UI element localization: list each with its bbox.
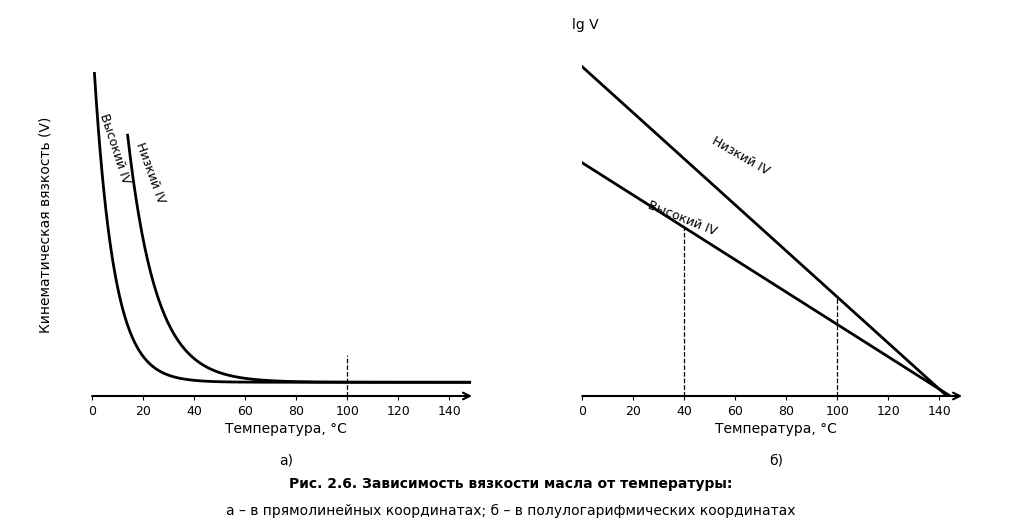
Text: Высокий IV: Высокий IV [645,199,719,239]
Text: а): а) [279,454,293,468]
Text: а – в прямолинейных координатах; б – в полулогарифмических координатах: а – в прямолинейных координатах; б – в п… [226,504,795,518]
Text: Рис. 2.6. Зависимость вязкости масла от температуры:: Рис. 2.6. Зависимость вязкости масла от … [289,477,732,492]
Text: Высокий IV: Высокий IV [97,112,133,186]
Text: Низкий IV: Низкий IV [710,135,772,178]
X-axis label: Температура, °C: Температура, °C [715,422,837,436]
Text: Низкий IV: Низкий IV [134,140,167,205]
Text: Кинематическая вязкость (V): Кинематическая вязкость (V) [39,116,52,333]
Text: lg V: lg V [572,18,599,32]
Text: б): б) [769,454,783,468]
X-axis label: Температура, °C: Температура, °C [225,422,347,436]
